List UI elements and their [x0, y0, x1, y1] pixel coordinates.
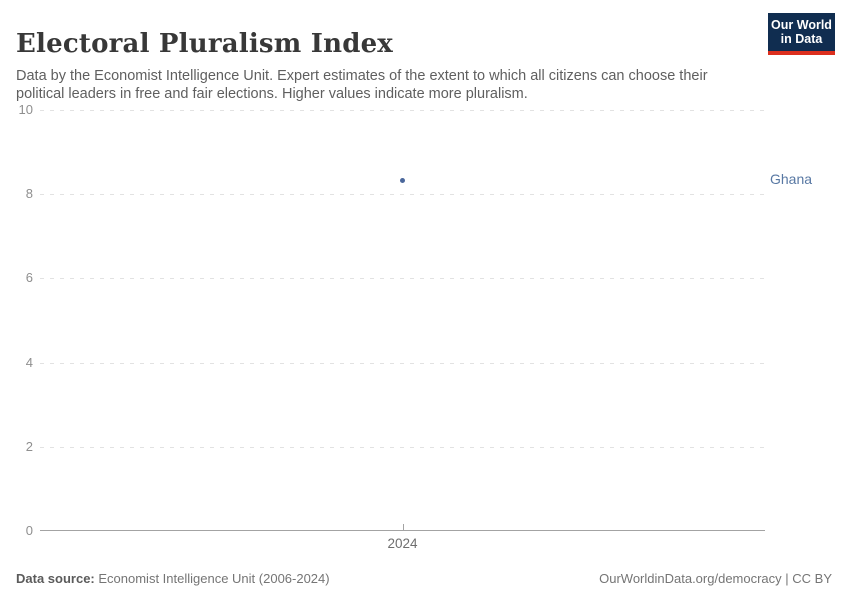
y-axis-tick-label: 10 — [18, 102, 33, 117]
gridline — [40, 194, 765, 196]
x-axis-line — [40, 530, 765, 531]
credit-link[interactable]: OurWorldinData.org/democracy | CC BY — [599, 571, 832, 586]
chart-footer: Data source: Economist Intelligence Unit… — [16, 571, 832, 586]
data-point-ghana[interactable] — [400, 177, 405, 183]
data-source-text: Economist Intelligence Unit (2006-2024) — [94, 571, 330, 586]
gridline — [40, 278, 765, 280]
entity-label-ghana[interactable]: Ghana — [770, 171, 813, 188]
data-source-label: Data source: — [16, 571, 95, 586]
gridline — [40, 446, 765, 448]
gridline — [40, 362, 765, 364]
x-axis-tick — [402, 524, 404, 530]
y-axis-tick-label: 0 — [25, 523, 33, 538]
owid-logo-line2: in Data — [780, 32, 823, 46]
y-axis-tick-label: 2 — [25, 438, 33, 454]
chart-subtitle: Data by the Economist Intelligence Unit.… — [16, 67, 708, 102]
data-source: Data source: Economist Intelligence Unit… — [16, 571, 330, 586]
plot-area: 2024 — [40, 110, 765, 551]
owid-logo-line1: Our World — [771, 17, 832, 32]
owid-logo[interactable]: Our World in Data — [768, 13, 835, 55]
chart-title: Electoral Pluralism Index — [16, 29, 394, 60]
y-axis-tick-label: 4 — [25, 354, 33, 370]
owid-logo-accent-bar — [768, 51, 835, 55]
x-axis-tick-label: 2024 — [387, 536, 418, 551]
gridline — [40, 110, 765, 111]
y-axis-tick-label: 8 — [25, 186, 33, 202]
y-axis-tick-label: 6 — [25, 270, 33, 286]
